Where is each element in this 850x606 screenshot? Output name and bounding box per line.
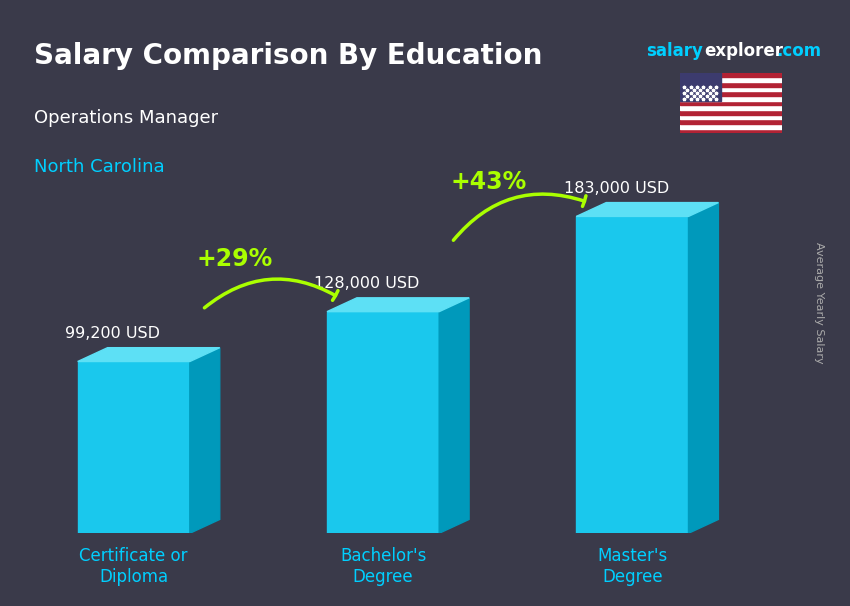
Bar [680, 119, 782, 124]
Text: .com: .com [776, 42, 821, 61]
Text: +43%: +43% [450, 170, 527, 194]
Text: +29%: +29% [196, 247, 273, 271]
Bar [77, 362, 190, 533]
Text: 128,000 USD: 128,000 USD [314, 276, 420, 291]
Bar [680, 87, 782, 92]
Polygon shape [190, 348, 220, 533]
Polygon shape [576, 202, 718, 216]
Bar [680, 73, 721, 101]
Text: 99,200 USD: 99,200 USD [65, 326, 160, 341]
Bar [680, 78, 782, 82]
Polygon shape [688, 202, 718, 533]
Bar [680, 73, 782, 78]
Text: Average Yearly Salary: Average Yearly Salary [814, 242, 824, 364]
Text: Salary Comparison By Education: Salary Comparison By Education [34, 42, 542, 70]
Bar [680, 92, 782, 96]
Bar [680, 115, 782, 119]
Bar [680, 124, 782, 128]
Text: explorer: explorer [704, 42, 783, 61]
Bar [680, 128, 782, 133]
Polygon shape [77, 348, 220, 362]
Bar [680, 101, 782, 105]
Text: Operations Manager: Operations Manager [34, 109, 218, 127]
Text: salary: salary [646, 42, 703, 61]
Bar [327, 311, 439, 533]
Text: North Carolina: North Carolina [34, 158, 165, 176]
Bar [680, 105, 782, 110]
Polygon shape [439, 298, 469, 533]
Text: 183,000 USD: 183,000 USD [564, 181, 669, 196]
Bar [576, 216, 689, 533]
Bar [680, 82, 782, 87]
Bar [680, 110, 782, 115]
Polygon shape [327, 298, 469, 311]
Bar [680, 96, 782, 101]
